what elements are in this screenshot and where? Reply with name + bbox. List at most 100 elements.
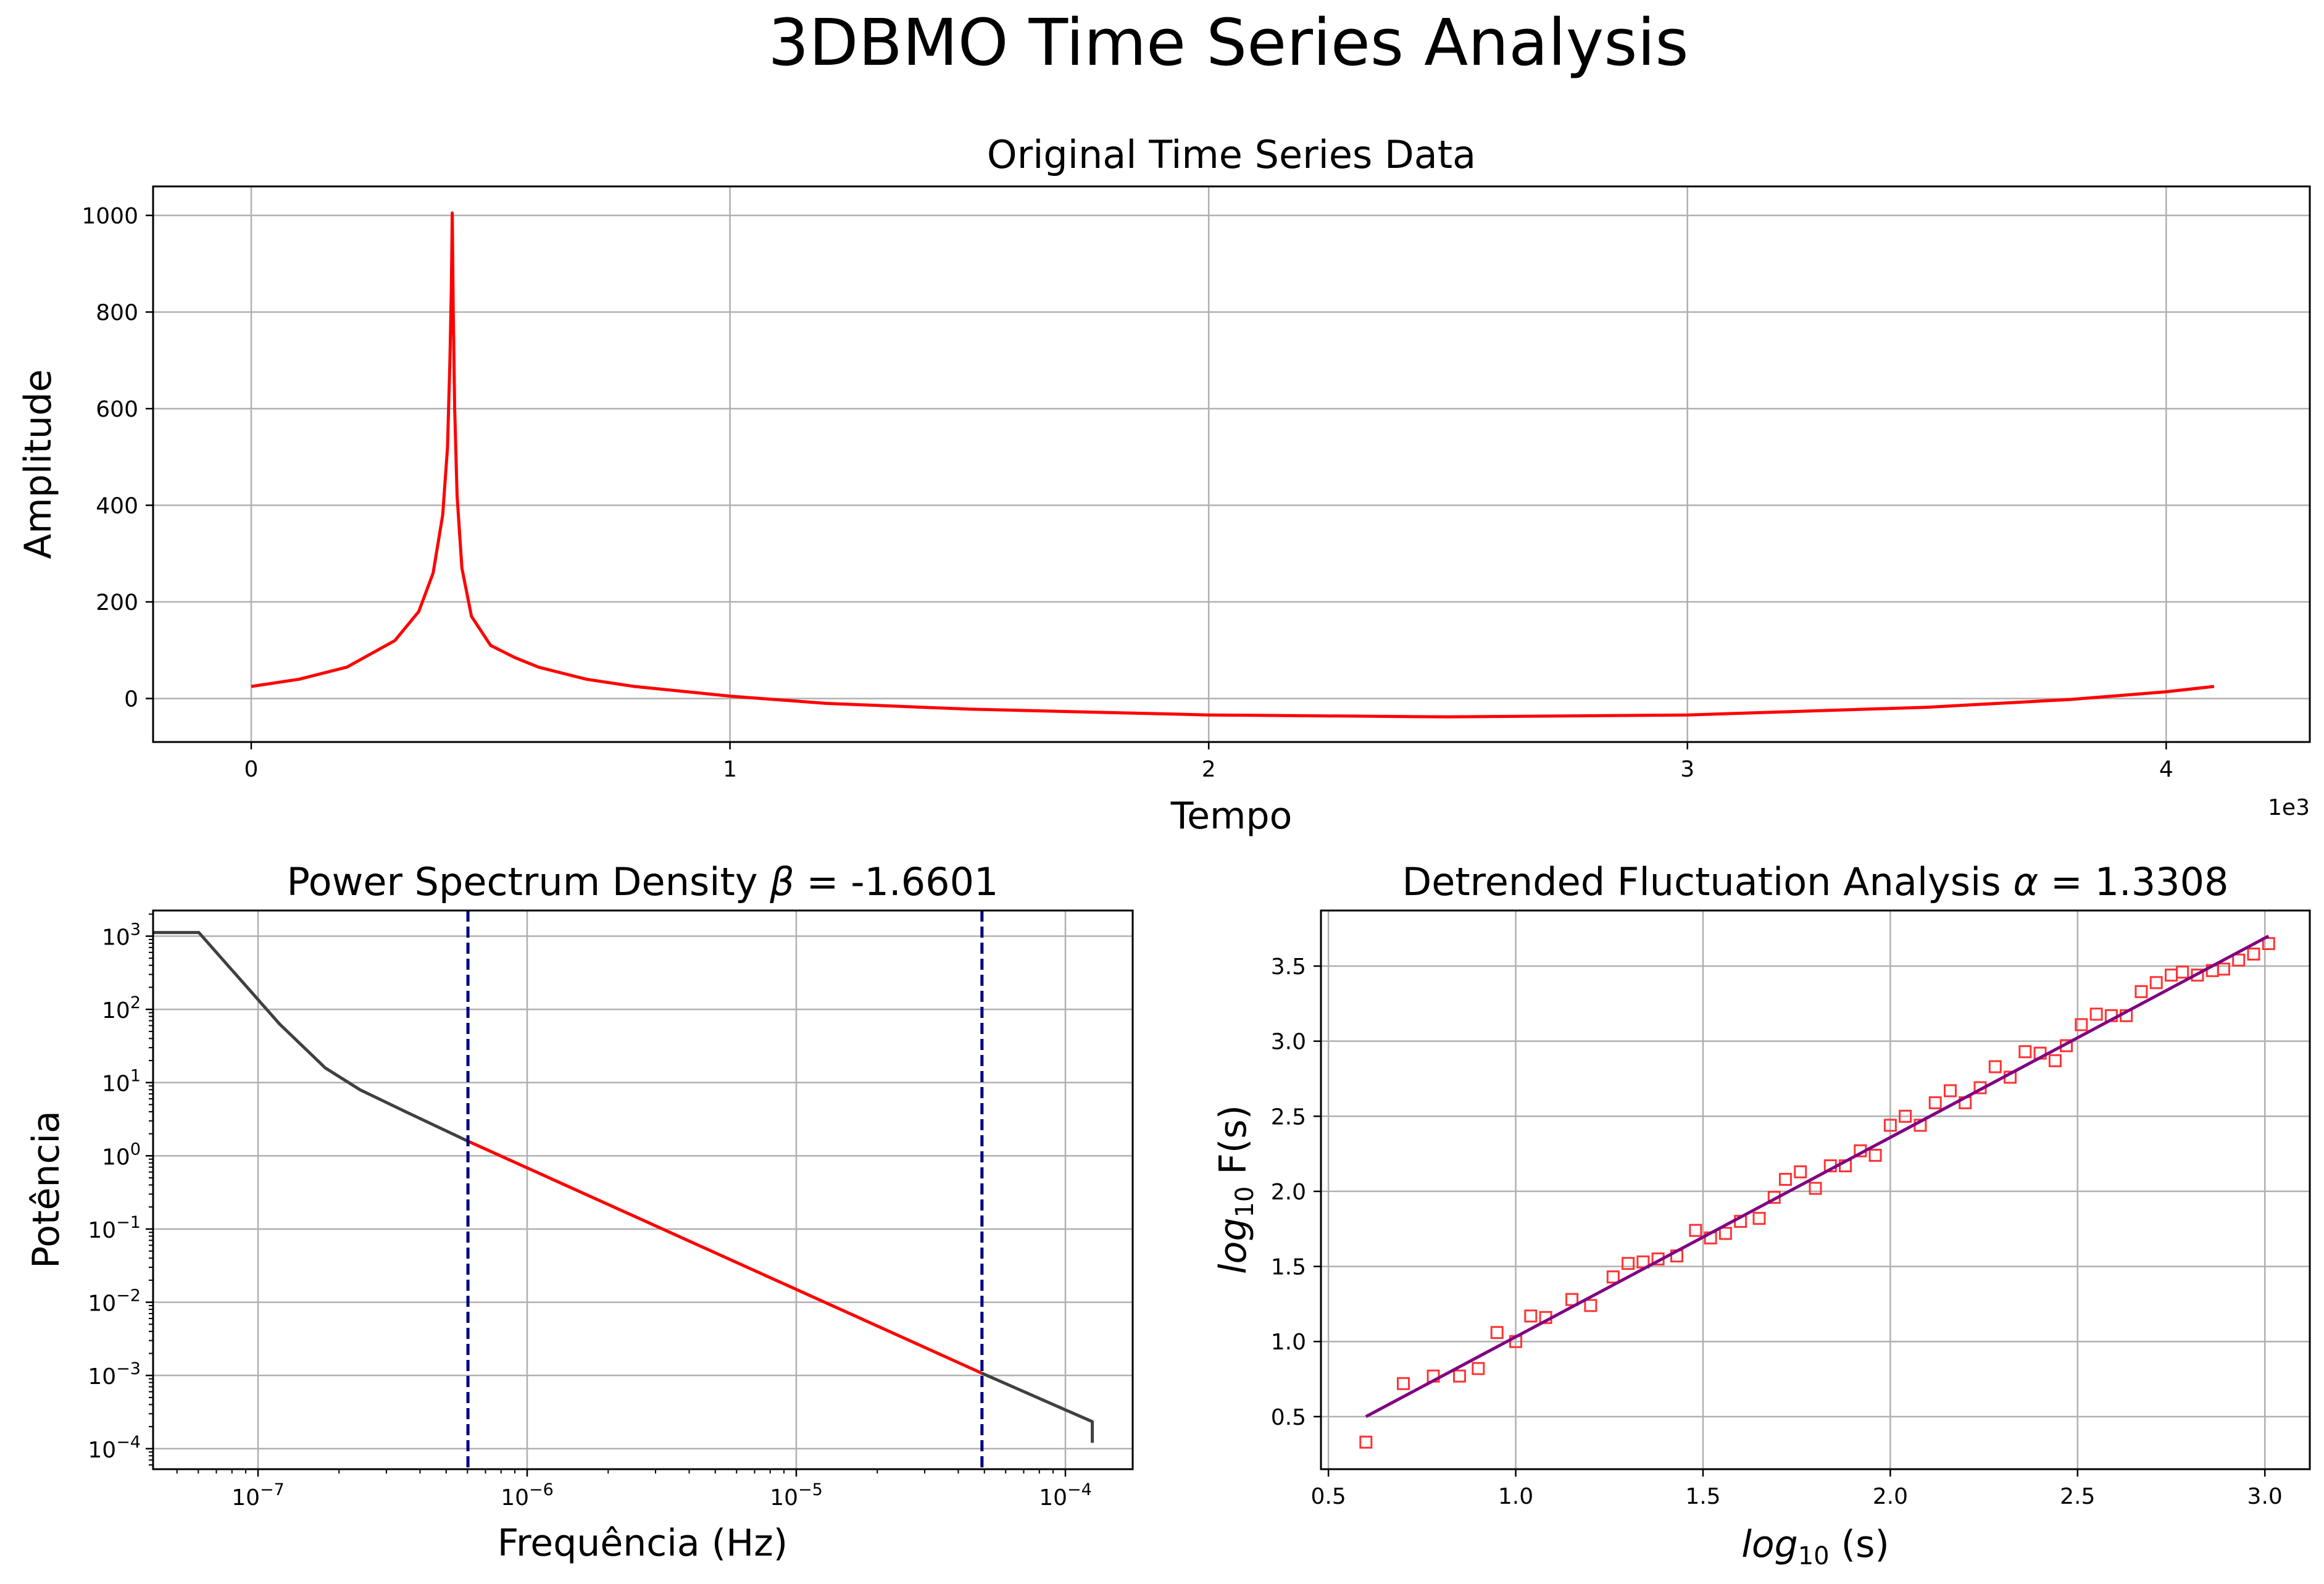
dfa-data-point <box>1622 1257 1635 1270</box>
ts-xtick-label: 0 <box>244 757 259 782</box>
dfa-data-point <box>2217 962 2230 976</box>
dfa-data-point <box>1397 1377 1410 1390</box>
dfa-ytick-label: 2.5 <box>1271 1104 1306 1130</box>
dfa-data-point <box>1490 1326 1504 1340</box>
psd-ytick-label: 103 <box>102 920 141 951</box>
time-series-panel: 0 1 2 3 4 0 200 400 600 800 1000 Original Time Ser… <box>17 132 2311 838</box>
psd-xtick-label: 10−4 <box>1039 1480 1092 1511</box>
dfa-panel: 0.5 1.0 1.5 2.0 2.5 3.00.51.01.52.02.53.03.5 … <box>1212 859 2311 1570</box>
dfa-ticks: 0.5 1.0 1.5 2.0 2.5 3.0 0.5 1.0 1.5 2.0 2.5 3.0 3.5 <box>1271 954 2283 1509</box>
ts-xtick-label: 2 <box>1202 757 1216 782</box>
dfa-data-point <box>2232 953 2246 967</box>
dfa-xlabel-main: log <box>1741 1523 1797 1566</box>
time-series-ticks: 0 1 2 3 4 0 200 400 600 800 1000 <box>81 204 2173 782</box>
dfa-xlabel-tail: (s) <box>1830 1523 1889 1566</box>
dfa-fit-line <box>1365 935 2270 1419</box>
psd-series-line <box>981 1372 1094 1443</box>
ts-ytick-label: 600 <box>96 397 138 422</box>
dfa-xlabel: log10 (s) <box>1741 1523 1889 1570</box>
psd-title: Power Spectrum Density β = -1.6601 <box>287 859 999 904</box>
figure-title: 3DBMO Time Series Analysis <box>768 5 1688 80</box>
dfa-title: Detrended Fluctuation Analysis α = 1.330… <box>1402 859 2228 904</box>
dfa-data-point <box>2149 976 2163 990</box>
dfa-ytick-label: 1.0 <box>1271 1330 1306 1355</box>
dfa-data-point <box>1809 1182 1822 1195</box>
dfa-data-point <box>2018 1045 2032 1059</box>
dfa-data-point <box>1943 1084 1957 1098</box>
dfa-xtick-label: 3.0 <box>2247 1484 2283 1509</box>
ts-ytick-label: 200 <box>96 590 138 615</box>
dfa-data-point <box>1752 1212 1766 1225</box>
psd-xtick-label: 10−5 <box>770 1480 823 1511</box>
psd-ylabel: Potência <box>25 1111 68 1269</box>
time-series-series <box>251 211 2215 719</box>
dfa-data-point <box>1689 1223 1702 1237</box>
time-series-frame <box>152 185 2311 743</box>
dfa-xlabel-sub: 10 <box>1798 1542 1830 1570</box>
psd-ytick-label: 101 <box>102 1067 141 1097</box>
psd-ticks: 10−7 10−6 10−5 10−4 10−4 10−3 10−2 10−1 100 101 10… <box>88 913 1092 1511</box>
dfa-data-point <box>1524 1309 1538 1323</box>
psd-title-text: Power Spectrum Density <box>287 859 758 904</box>
dfa-data-point <box>1472 1362 1485 1375</box>
dfa-xtick-label: 1.5 <box>1685 1484 1720 1509</box>
dfa-data-point <box>2176 965 2189 979</box>
dfa-series <box>1359 935 2275 1449</box>
ts-ytick-label: 0 <box>124 687 138 712</box>
dfa-data-point <box>1359 1435 1373 1449</box>
psd-panel: 10−7 10−6 10−5 10−4 10−4 10−3 10−2 10−1 100 101 10… <box>25 859 1134 1565</box>
dfa-data-point <box>2191 969 2204 982</box>
dfa-data-point <box>1453 1369 1467 1383</box>
ts-xtick-label: 4 <box>2159 757 2173 782</box>
psd-ytick-label: 10−3 <box>88 1359 141 1390</box>
dfa-data-point <box>1584 1299 1597 1312</box>
dfa-ylabel-main: log <box>1212 1218 1255 1274</box>
dfa-ylabel-sub: 10 <box>1231 1186 1259 1218</box>
dfa-data-point <box>1928 1096 1942 1109</box>
dfa-data-point <box>1899 1109 1912 1123</box>
psd-title-symbol: β <box>769 859 794 904</box>
dfa-data-point <box>1565 1293 1579 1306</box>
dfa-data-point <box>1778 1172 1792 1186</box>
psd-xtick-label: 10−7 <box>231 1480 285 1511</box>
dfa-xtick-label: 0.5 <box>1311 1484 1346 1509</box>
psd-title-value: = -1.6601 <box>807 859 999 904</box>
dfa-data-point <box>2089 1007 2103 1021</box>
dfa-xtick-label: 1.0 <box>1498 1484 1533 1509</box>
time-series-x-offset: 1e3 <box>2268 795 2310 820</box>
psd-ytick-label: 102 <box>102 993 141 1023</box>
ts-xtick-label: 1 <box>723 757 737 782</box>
psd-grid <box>153 911 1133 1469</box>
dfa-data-point <box>1883 1119 1897 1132</box>
ts-ytick-label: 800 <box>96 300 138 325</box>
dfa-data-point <box>2262 937 2275 951</box>
time-series-ylabel: Amplitude <box>17 369 60 559</box>
psd-frame <box>152 909 1134 1470</box>
dfa-data-point <box>2134 985 2148 998</box>
dfa-xtick-label: 2.0 <box>1873 1484 1908 1509</box>
dfa-ytick-label: 3.5 <box>1271 954 1306 980</box>
psd-xtick-label: 10−6 <box>501 1480 554 1511</box>
ts-ytick-label: 1000 <box>81 204 138 229</box>
dfa-grid <box>1321 911 2310 1469</box>
dfa-ytick-label: 2.0 <box>1271 1180 1306 1205</box>
dfa-title-text: Detrended Fluctuation Analysis <box>1402 859 2001 904</box>
dfa-data-point <box>1794 1165 1807 1178</box>
time-series-grid <box>153 186 2310 742</box>
ts-ytick-label: 400 <box>96 494 138 519</box>
ts-series-line <box>251 211 2215 719</box>
dfa-data-point <box>1988 1060 2002 1073</box>
ts-xtick-label: 3 <box>1680 757 1694 782</box>
psd-ytick-label: 10−4 <box>88 1433 141 1463</box>
psd-series <box>153 911 1094 1469</box>
psd-series-line <box>467 1140 983 1375</box>
dfa-data-point <box>2247 948 2260 961</box>
dfa-data-point <box>2048 1054 2062 1067</box>
psd-ytick-label: 100 <box>102 1140 141 1170</box>
dfa-data-point <box>1868 1149 1882 1162</box>
psd-series-line <box>153 931 469 1143</box>
dfa-data-point <box>2075 1018 2088 1032</box>
dfa-ytick-label: 3.0 <box>1271 1030 1306 1055</box>
